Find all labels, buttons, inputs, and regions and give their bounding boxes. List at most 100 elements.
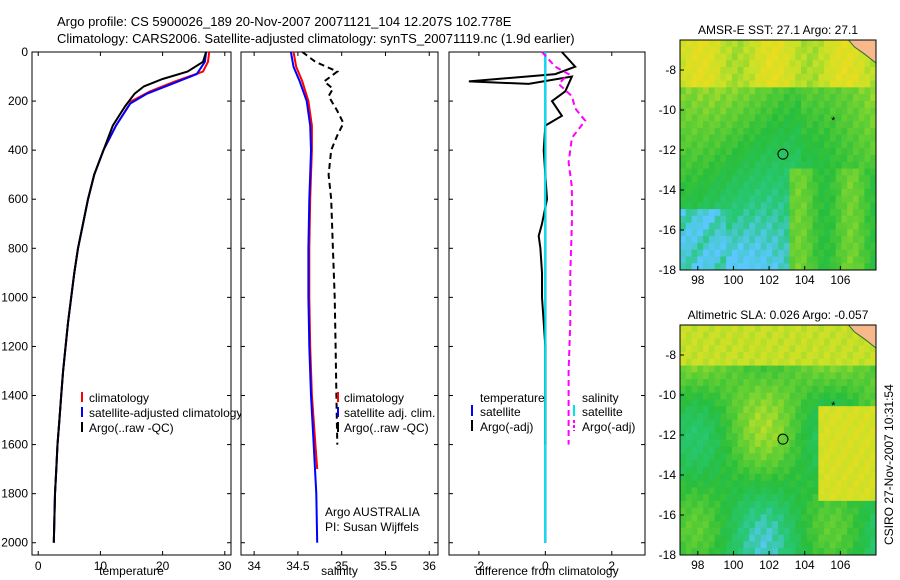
map-cell: [818, 161, 825, 170]
map-cell: [858, 480, 866, 488]
map-cell: [714, 148, 721, 156]
map-cell: [766, 541, 773, 549]
map-cell: [870, 345, 876, 353]
map-cell: [829, 467, 837, 475]
map-cell: [720, 60, 727, 68]
map-cell: [847, 236, 854, 244]
map-cell: [812, 67, 819, 75]
y-tick-label: -16: [659, 508, 677, 522]
map-cell: [835, 40, 843, 48]
map-cell: [691, 73, 698, 82]
map-cell: [829, 453, 837, 461]
map-cell: [795, 60, 802, 68]
map-cell: [754, 440, 762, 448]
map-cell: [818, 460, 825, 468]
map-cell: [806, 195, 814, 203]
map-cell: [691, 40, 698, 48]
map-cell: [743, 195, 750, 203]
map-cell: [852, 453, 860, 461]
map-cell: [812, 507, 819, 516]
map-cell: [749, 114, 756, 122]
map-cell: [778, 87, 785, 95]
map-cell: [766, 500, 773, 509]
map-cell: [795, 345, 802, 353]
map-cell: [847, 358, 854, 367]
map-cell: [708, 514, 716, 522]
map-cell: [789, 175, 796, 183]
map-cell: [726, 514, 733, 522]
map-cell: [714, 242, 721, 251]
map-cell: [841, 127, 848, 136]
map-cell: [829, 446, 837, 455]
map-cell: [766, 134, 773, 143]
map-cell: [703, 406, 710, 414]
map-cell: [766, 460, 773, 468]
map-cell: [824, 338, 831, 346]
map-cell: [731, 331, 739, 340]
map-cell: [818, 236, 825, 244]
map-cell: [818, 249, 825, 258]
map-cell: [783, 521, 791, 529]
map-cell: [829, 358, 837, 367]
map-cell: [772, 209, 779, 217]
salinity-panel: 34 34.5 35 35.5 36salinityclimatologysatelli…: [240, 51, 439, 578]
map-cell: [766, 94, 773, 102]
map-cell: [852, 256, 860, 264]
map-cell: [824, 141, 831, 149]
map-cell: [685, 195, 693, 203]
map-cell: [697, 195, 704, 203]
map-cell: [778, 325, 785, 333]
map-cell: [812, 168, 819, 176]
map-cell: [847, 242, 854, 251]
map-cell: [870, 229, 876, 237]
map-cell: [680, 548, 687, 555]
map-cell: [754, 148, 762, 156]
map-cell: [778, 467, 785, 475]
map-cell: [737, 195, 745, 203]
map-cell: [852, 107, 860, 116]
map-cell: [801, 242, 808, 251]
temperature-panel: 0 10 20 30020040060080010001200140016001800…: [1, 45, 242, 578]
map-cell: [852, 379, 860, 387]
map-cell: [824, 215, 831, 224]
map-cell: [703, 127, 710, 136]
map-cell: [772, 134, 779, 143]
map-cell: [685, 236, 693, 244]
map-cell: [864, 73, 871, 82]
map-cell: [783, 121, 791, 129]
map-cell: [795, 527, 802, 536]
map-cell: [795, 73, 802, 82]
map-cell: [680, 229, 687, 237]
map-cell: [714, 494, 721, 502]
map-cell: [720, 148, 727, 156]
map-cell: [697, 433, 704, 441]
map-cell: [852, 182, 860, 190]
map-cell: [835, 419, 843, 428]
map-cell: [737, 399, 745, 407]
map-cell: [749, 94, 756, 102]
map-cell: [841, 141, 848, 149]
map-cell: [852, 236, 860, 244]
map-cell: [806, 202, 814, 210]
map-cell: [708, 406, 716, 414]
map-cell: [783, 215, 791, 224]
map-cell: [801, 399, 808, 407]
map-cell: [766, 222, 773, 231]
map-cell: [812, 229, 819, 237]
map-cell: [726, 100, 733, 109]
map-cell: [726, 242, 733, 251]
map-cell: [789, 494, 796, 502]
map-cell: [812, 249, 819, 258]
map-cell: [731, 114, 739, 122]
map-cell: [778, 460, 785, 468]
map-cell: [841, 161, 848, 170]
map-cell: [760, 148, 768, 156]
map-cell: [858, 527, 866, 536]
map-cell: [789, 256, 796, 264]
map-cell: [760, 399, 768, 407]
map-cell: [685, 406, 693, 414]
map-cell: [749, 426, 756, 434]
map-cell: [835, 242, 843, 251]
map-cell: [691, 202, 698, 210]
map-cell: [714, 127, 721, 136]
